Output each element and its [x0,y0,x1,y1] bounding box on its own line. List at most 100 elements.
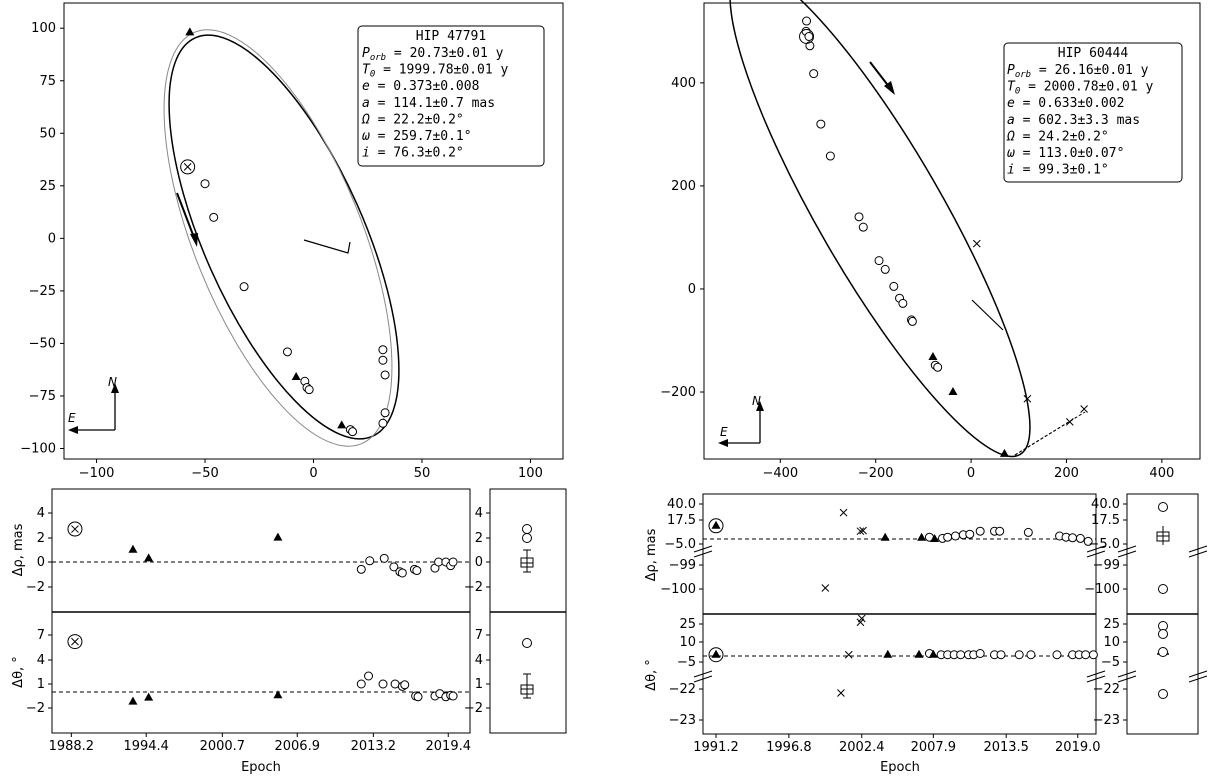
x-tick-label: 0 [309,466,317,481]
params-list-2: Porb = 26.16±0.01 yT0 = 2000.78±0.01 ye … [1006,63,1153,178]
y-tick-label: 40.0 [667,497,696,512]
y-tick-label: 400 [671,76,696,91]
x-tick-label: 1991.2 [693,740,739,755]
open-point [378,355,388,365]
y-tick-label: 10 [679,635,696,650]
y-axis-label-theta-1: Δθ, ° [11,656,26,688]
orbit-curves-1 [163,29,400,447]
orbit-curves-2 [729,0,1086,458]
rho-open-point [1023,527,1033,537]
box-outlier [522,638,532,648]
rho-triangle-point [880,532,890,541]
chart-ticks: −100 −50 0 50 100−100−75−50−250255075100−400… [20,21,1174,755]
y-tick-label: −25 [29,284,56,299]
circled-point [799,28,815,44]
theta-open-point [1088,650,1098,660]
x-tick-label: 2002.4 [839,740,885,755]
box-outlier [1158,502,1168,512]
params-box-1: HIP 47791 Porb = 20.73±0.01 yT0 = 1999.7… [357,25,545,167]
rho-cross-point [821,584,830,592]
open-point [239,282,249,292]
param-row: Porb = 20.73±0.01 y [362,46,504,63]
orbit-frame-2 [703,2,1201,460]
y-tick-label: −99 [669,558,696,573]
rho-open-point [365,556,375,566]
param-row: i = 76.3±0.2° [362,146,464,161]
box-outlier [1158,629,1168,639]
compass-e-label-2: E [720,425,728,439]
open-point [804,31,814,41]
param-row: i = 99.3±0.1° [1007,163,1109,178]
open-point [880,264,890,274]
cross-point [1065,418,1074,426]
box-y-tick-label: −23 [1093,713,1120,728]
theta-open-point [413,692,423,702]
open-point [378,418,388,428]
triangle-point [185,27,195,36]
theta-open-point [1014,650,1024,660]
box-y-tick-label: 25 [1103,617,1120,632]
theta-triangle-point [883,649,893,658]
star-name-1: HIP 47791 [416,29,486,44]
param-row: a = 602.3±3.3 mas [1007,113,1140,128]
box-y-tick-label: −22 [1093,682,1120,697]
compass-2: N E [718,394,764,447]
rho-triangle-point [917,532,927,541]
box-outlier [522,533,532,543]
theta-open-point [1052,650,1062,660]
x-tick-label: 2019.0 [1055,740,1101,755]
cross-point [972,239,981,248]
rho-open-point [950,531,960,541]
cross-point [1080,405,1088,413]
compass-e-label-1: E [68,411,76,425]
theta-open-point [1081,650,1091,660]
y-tick-label: −5 [677,655,696,670]
y-tick-label: −200 [660,385,696,400]
y-tick-label: −2 [26,580,45,595]
rho-open-point [379,553,389,563]
open-point [348,427,358,437]
box-y-tick-label: 4 [475,506,483,521]
axis-breaks [693,545,1208,683]
x-tick-label: 2019.4 [426,739,472,754]
x-tick-label: 1996.8 [766,740,812,755]
theta-triangle-point [928,649,938,658]
theta-cross-point [857,614,866,623]
y-tick-label: 25 [679,617,696,632]
rho-open-point [975,526,985,536]
rho-open-point [943,532,953,542]
x-tick-label: 200 [1054,466,1079,481]
box-y-tick-label: 2 [475,531,483,546]
theta-open-point [364,671,374,681]
theta-open-point [356,679,366,689]
theta-open-point [400,680,410,690]
open-point [304,385,314,395]
y-tick-label: −100 [660,582,696,597]
y-tick-label: −22 [669,682,696,697]
x-tick-label: −400 [762,466,798,481]
rho-open-point [412,566,422,576]
x-tick-label: 2000.7 [200,739,246,754]
rho-open-point [448,557,458,567]
box-y-tick-label: 10 [1103,635,1120,650]
y-tick-label: −2 [26,701,45,716]
theta-open-point [378,679,388,689]
theta-open-point [975,649,985,658]
param-row: Porb = 26.16±0.01 y [1007,63,1149,80]
triangle-point [999,448,1009,457]
param-row: ω = 113.0±0.07° [1007,146,1124,161]
rho-open-point [965,529,975,539]
rho-cross-point [71,525,79,533]
triangle-point [928,351,938,360]
y-tick-label: −5.0 [664,537,696,552]
box-theta-1 [520,673,534,699]
open-point [378,345,388,355]
x-tick-label: 2013.2 [351,739,397,754]
open-point [854,212,864,222]
box-rho-1 [520,549,534,573]
box-y-tick-label: −2 [464,701,483,716]
box-y-tick-label: −2 [464,580,483,595]
theta-cross-point [844,650,853,659]
box-y-tick-label: −5 [1101,655,1120,670]
